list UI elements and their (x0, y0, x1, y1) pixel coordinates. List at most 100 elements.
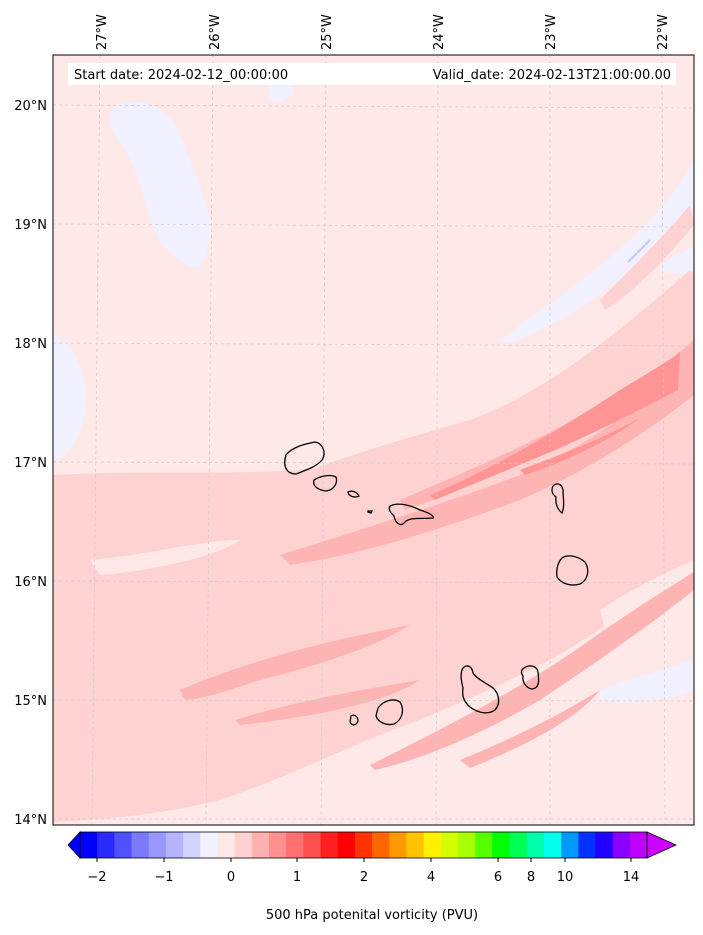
colorbar-swatch (200, 832, 219, 858)
colorbar-swatch (80, 832, 98, 858)
colorbar-under-arrow (67, 830, 81, 860)
colorbar-swatch (269, 832, 287, 858)
colorbar-tick-label: 10 (557, 870, 574, 885)
colorbar-swatch (183, 832, 201, 858)
colorbar-swatches (80, 832, 648, 858)
pv-band-mid (460, 690, 600, 768)
colorbar-swatch (251, 832, 270, 858)
lon-tick-label: 23°W (544, 14, 559, 50)
map-frame (52, 54, 695, 826)
pv-band-mid (180, 625, 410, 700)
colorbar-swatch (286, 832, 304, 858)
colorbar-swatch (389, 832, 408, 858)
colorbar-swatch (337, 832, 356, 858)
lon-tick-label: 26°W (208, 14, 223, 50)
colorbar-swatch (406, 832, 425, 858)
lat-tick-label: 20°N (14, 99, 47, 114)
colorbar-swatch (492, 832, 511, 858)
lon-tick-label: 24°W (432, 14, 447, 50)
negative-pv-region (600, 660, 694, 702)
colorbar-tick-label: 14 (623, 870, 640, 885)
negative-pv-region (53, 335, 87, 460)
island-sal (551, 483, 565, 515)
map-panel (53, 55, 694, 825)
colorbar-swatch (372, 832, 390, 858)
lon-tick-label: 27°W (95, 14, 110, 50)
colorbar-over-arrow (646, 831, 677, 859)
colorbar-swatch (148, 832, 167, 858)
colorbar-tick-label: 0 (227, 870, 235, 885)
pv-band-low (600, 205, 694, 310)
colorbar-swatch (303, 832, 322, 858)
colorbar-swatch (131, 832, 150, 858)
island-fogo (375, 699, 404, 726)
colorbar-swatch (114, 832, 133, 858)
island-brava (349, 714, 359, 726)
island-santiago (460, 665, 500, 714)
island-maio (520, 665, 540, 690)
colorbar-swatch (165, 832, 184, 858)
lat-tick-label: 18°N (14, 337, 47, 352)
pv-band-low (260, 270, 694, 500)
island-santo-antao (284, 441, 325, 475)
colorbar-swatch (354, 832, 373, 858)
colorbar-tick-label: 8 (527, 870, 535, 885)
lat-tick-label: 15°N (14, 694, 47, 709)
negative-pv-region (660, 245, 694, 274)
colorbar-ticks: −2 −1 0 1 2 4 6 8 10 14 (87, 858, 639, 885)
colorbar-swatch (234, 832, 253, 858)
colorbar-swatch (475, 832, 493, 858)
island-boa-vista (556, 555, 589, 586)
lat-tick-label: 16°N (14, 575, 47, 590)
lon-tick-label: 22°W (656, 14, 671, 50)
negative-pv-region (109, 102, 212, 268)
start-date-label: Start date: 2024-02-12_00:00:00 (74, 68, 288, 83)
pv-band-high (430, 352, 680, 500)
lat-tick-label: 19°N (14, 218, 47, 233)
colorbar-tick-label: 2 (360, 870, 368, 885)
lat-tick-label: 17°N (14, 456, 47, 471)
pv-band-mid (400, 340, 694, 510)
coastlines (284, 441, 589, 726)
colorbar-tick-label: −2 (87, 870, 106, 885)
negative-pv-region (268, 82, 294, 102)
colorbar-swatch (423, 832, 442, 858)
pv-band-mid (370, 572, 694, 770)
colorbar-swatch (629, 832, 648, 858)
colorbar-swatch (561, 832, 579, 858)
colorbar-tick-label: 4 (427, 870, 435, 885)
pv-band-gap (600, 560, 694, 630)
colorbar-tick-label: 1 (293, 870, 301, 885)
colorbar-swatch (440, 832, 459, 858)
colorbar-title: 500 hPa potenital vorticity (PVU) (266, 908, 478, 923)
island-branco (367, 510, 374, 514)
colorbar-swatch (612, 832, 631, 858)
island-sao-nicolau (388, 503, 434, 526)
colorbar-swatch (97, 832, 115, 858)
pv-band-high (520, 418, 640, 475)
lat-ticks: 20°N 19°N 18°N 17°N 16°N 15°N 14°N (14, 99, 47, 828)
island-sao-vicente (312, 474, 338, 492)
negative-pv-streak (627, 239, 651, 263)
colorbar-tick-label: −1 (154, 870, 173, 885)
colorbar-swatch (217, 832, 236, 858)
pv-band-mid (235, 680, 420, 725)
island-santa-luzia (347, 490, 360, 498)
pv-band-gap (90, 540, 240, 575)
lon-ticks: 27°W 26°W 25°W 24°W 23°W 22°W (95, 14, 671, 50)
colorbar-swatch (509, 832, 528, 858)
colorbar-swatch (595, 832, 614, 858)
colorbar-swatch (526, 832, 545, 858)
colorbar-tick-label: 6 (494, 870, 502, 885)
pv-band-mid (280, 355, 694, 565)
colorbar: −2 −1 0 1 2 4 6 8 10 14 500 hPa potenita… (67, 830, 677, 923)
colorbar-swatch (578, 832, 597, 858)
graticule (53, 55, 694, 825)
colorbar-swatch (320, 832, 339, 858)
lat-tick-label: 14°N (14, 813, 47, 828)
info-box (68, 63, 676, 85)
colorbar-swatch (458, 832, 476, 858)
lon-tick-label: 25°W (320, 14, 335, 50)
valid-date-label: Valid_date: 2024-02-13T21:00:00.00 (433, 68, 671, 83)
